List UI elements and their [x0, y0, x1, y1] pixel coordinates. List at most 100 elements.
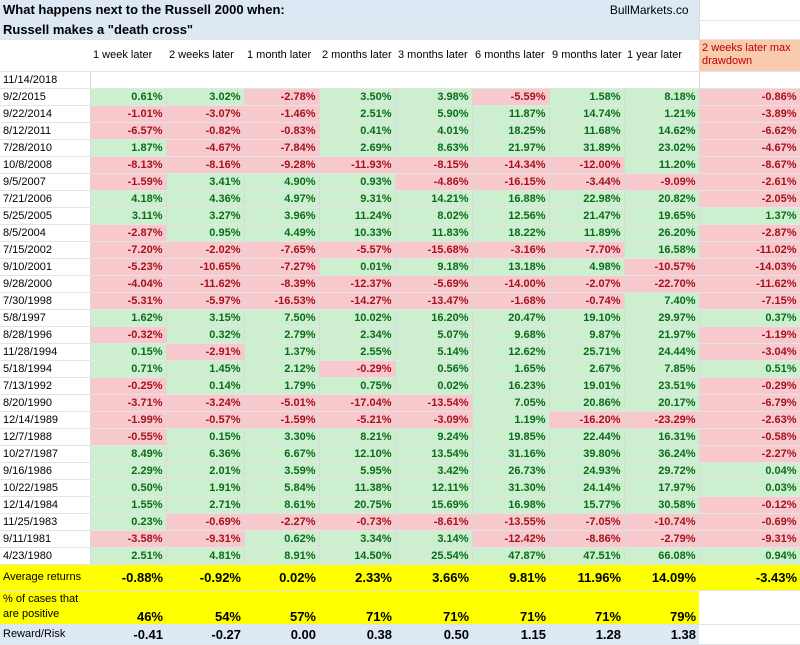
return-cell: -2.27% [699, 445, 800, 463]
return-cell: 8.91% [244, 547, 320, 565]
return-cell: 11.24% [319, 207, 396, 225]
average-return-value: 3.66% [395, 564, 473, 591]
row-date: 9/16/1986 [0, 462, 91, 480]
return-cell: 16.20% [395, 309, 473, 327]
row-date: 8/28/1996 [0, 326, 91, 344]
return-cell: -0.69% [166, 513, 245, 531]
return-cell: 47.51% [549, 547, 625, 565]
column-header: 3 months later [395, 39, 473, 72]
return-cell: 2.01% [166, 462, 245, 480]
return-cell: 0.95% [166, 224, 245, 242]
average-return-value: -3.43% [699, 564, 800, 591]
return-cell: 16.58% [624, 241, 700, 259]
row-date: 12/14/1989 [0, 411, 91, 429]
return-cell: 14.50% [319, 547, 396, 565]
return-cell: 0.61% [90, 88, 167, 106]
return-cell: -10.57% [624, 258, 700, 276]
row-date: 10/22/1985 [0, 479, 91, 497]
return-cell: 0.01% [319, 258, 396, 276]
title-line-1: What happens next to the Russell 2000 wh… [0, 0, 473, 21]
return-cell: -3.07% [166, 105, 245, 123]
row-date: 7/21/2006 [0, 190, 91, 208]
return-cell: -12.42% [472, 530, 550, 548]
current-signal-date: 11/14/2018 [0, 71, 91, 89]
return-cell: -14.03% [699, 258, 800, 276]
return-cell: -11.62% [699, 275, 800, 293]
return-cell: 4.81% [166, 547, 245, 565]
return-cell: -15.68% [395, 241, 473, 259]
return-cell: 3.30% [244, 428, 320, 446]
return-cell: 3.98% [395, 88, 473, 106]
return-cell: -3.24% [166, 394, 245, 412]
return-cell: -5.97% [166, 292, 245, 310]
return-cell: 16.23% [472, 377, 550, 395]
return-cell: 7.50% [244, 309, 320, 327]
return-cell: -3.44% [549, 173, 625, 191]
return-cell: 14.74% [549, 105, 625, 123]
return-cell: 1.45% [166, 360, 245, 378]
return-cell: -5.69% [395, 275, 473, 293]
column-header: 6 months later [472, 39, 550, 72]
return-cell: 9.68% [472, 326, 550, 344]
return-cell: -9.31% [166, 530, 245, 548]
return-cell: 9.24% [395, 428, 473, 446]
row-date: 7/30/1998 [0, 292, 91, 310]
column-header: 1 year later [624, 39, 700, 72]
row-date: 12/7/1988 [0, 428, 91, 446]
return-cell: 0.56% [395, 360, 473, 378]
average-return-value: 11.96% [549, 564, 625, 591]
return-cell: 10.33% [319, 224, 396, 242]
return-cell: 21.97% [624, 326, 700, 344]
return-cell: -1.99% [90, 411, 167, 429]
return-cell: 22.98% [549, 190, 625, 208]
return-cell: 11.38% [319, 479, 396, 497]
reward-risk-value: 0.50 [395, 624, 473, 645]
column-header: 1 week later [90, 39, 166, 72]
return-cell: -2.27% [244, 513, 320, 531]
return-cell: 66.08% [624, 547, 700, 565]
row-date: 7/28/2010 [0, 139, 91, 157]
return-cell: 21.47% [549, 207, 625, 225]
return-cell: -0.25% [90, 377, 167, 395]
return-cell: 16.98% [472, 496, 550, 514]
return-cell: -5.31% [90, 292, 167, 310]
return-cell: 1.37% [699, 207, 800, 225]
return-cell: 8.18% [624, 88, 700, 106]
reward-risk-value: 0.00 [244, 624, 319, 645]
return-cell: -3.09% [395, 411, 473, 429]
return-cell: 17.97% [624, 479, 700, 497]
percent-positive-value: 57% [244, 590, 319, 625]
return-cell: 20.17% [624, 394, 700, 412]
return-cell: -5.59% [472, 88, 550, 106]
return-cell: 16.31% [624, 428, 700, 446]
return-cell: -2.78% [244, 88, 320, 106]
return-cell: 1.91% [166, 479, 245, 497]
reward-risk-value: 1.28 [549, 624, 625, 645]
return-cell: 23.51% [624, 377, 700, 395]
return-cell: 19.65% [624, 207, 700, 225]
return-cell: 12.11% [395, 479, 473, 497]
return-cell: -4.04% [90, 275, 167, 293]
return-cell: -6.62% [699, 122, 800, 140]
return-cell: -1.68% [472, 292, 550, 310]
return-cell: 1.58% [549, 88, 625, 106]
return-cell: 8.61% [244, 496, 320, 514]
return-cell: -13.47% [395, 292, 473, 310]
return-cell: -10.65% [166, 258, 245, 276]
return-cell: -7.15% [699, 292, 800, 310]
return-cell: 9.87% [549, 326, 625, 344]
return-cell: -2.87% [699, 224, 800, 242]
table-row: 10/8/2008 -8.13% -8.16% -9.28% -11.93% -8.15%… [0, 156, 800, 174]
return-cell: 0.71% [90, 360, 167, 378]
return-cell: 8.49% [90, 445, 167, 463]
percent-positive-value: 46% [90, 590, 166, 625]
return-cell: 12.62% [472, 343, 550, 361]
reward-risk-value: 0.38 [319, 624, 395, 645]
row-date: 9/28/2000 [0, 275, 91, 293]
return-cell: -5.57% [319, 241, 396, 259]
return-cell: 20.86% [549, 394, 625, 412]
return-cell: 26.20% [624, 224, 700, 242]
table-row: 9/11/1981 -3.58% -9.31% 0.62% 3.34% 3.14% -12.… [0, 530, 800, 548]
reward-risk-value: 1.38 [624, 624, 700, 645]
